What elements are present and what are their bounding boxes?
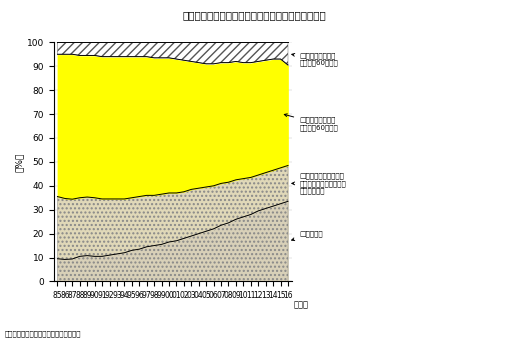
Text: 図表３　二人以上の世帯の世帯区分別構成比の推移: 図表３ 二人以上の世帯の世帯区分別構成比の推移 [182, 10, 326, 20]
Y-axis label: （%）: （%） [15, 152, 24, 172]
Text: （資料）総務省統計局「家計調査報告」: （資料）総務省統計局「家計調査報告」 [5, 330, 82, 337]
Text: （年）: （年） [293, 301, 308, 310]
Text: □（勤労者世帯）
世帯主が60歳未満: □（勤労者世帯） 世帯主が60歳未満 [284, 114, 338, 131]
Text: □個人営業などの世帯
（無職世帯を除く勤労者
以外の世帯）: □個人営業などの世帯 （無職世帯を除く勤労者 以外の世帯） [292, 172, 346, 194]
Text: □（勤労者世帯）
世帯主が60歳以上: □（勤労者世帯） 世帯主が60歳以上 [292, 52, 338, 66]
Text: □無職世帯: □無職世帯 [292, 230, 323, 241]
